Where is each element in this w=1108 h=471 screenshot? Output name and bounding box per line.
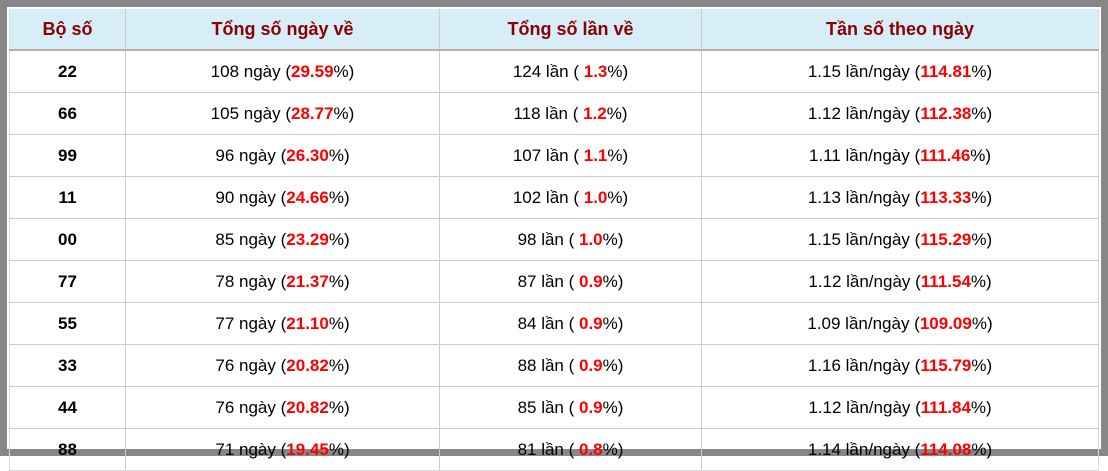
pair-cell: 11 (9, 176, 126, 219)
pair-cell: 44 (9, 386, 126, 429)
table-row: 22 108 ngày (29.59%) 124 lần ( 1.3%) 1.15 l… (9, 49, 1099, 93)
freq-cell: 1.12 lần/ngày (111.54%) (701, 260, 1099, 303)
days-percent: 21.10 (286, 313, 329, 333)
times-percent: 0.9 (579, 355, 603, 375)
freq-cell: 1.12 lần/ngày (112.38%) (701, 92, 1099, 135)
days-cell: 78 ngày (21.37%) (125, 260, 440, 303)
pair-cell: 55 (9, 302, 126, 345)
times-cell: 84 lần ( 0.9%) (439, 302, 702, 345)
table-row: 99 96 ngày (26.30%) 107 lần ( 1.1%) 1.11 lầ… (9, 134, 1099, 177)
days-cell: 96 ngày (26.30%) (125, 134, 440, 177)
times-cell: 98 lần ( 1.0%) (439, 218, 702, 261)
days-cell: 77 ngày (21.10%) (125, 302, 440, 345)
freq-percent: 109.09 (919, 313, 972, 333)
freq-percent: 113.33 (920, 187, 972, 207)
times-percent: 1.0 (579, 229, 603, 249)
days-cell: 90 ngày (24.66%) (125, 176, 440, 219)
times-cell: 124 lần ( 1.3%) (439, 49, 702, 93)
days-cell: 105 ngày (28.77%) (125, 92, 440, 135)
freq-percent: 111.46 (920, 145, 971, 165)
times-percent: 0.9 (579, 271, 603, 291)
freq-cell: 1.14 lần/ngày (114.08%) (701, 428, 1099, 471)
freq-percent: 115.79 (920, 355, 972, 375)
days-percent: 20.82 (286, 397, 329, 417)
times-percent: 0.9 (579, 313, 603, 333)
pair-cell: 99 (9, 134, 126, 177)
freq-percent: 115.29 (920, 229, 972, 249)
times-cell: 81 lần ( 0.8%) (439, 428, 702, 471)
times-percent: 0.8 (579, 439, 603, 459)
freq-cell: 1.15 lần/ngày (114.81%) (701, 49, 1099, 93)
days-cell: 71 ngày (19.45%) (125, 428, 440, 471)
times-percent: 1.3 (583, 61, 608, 81)
days-percent: 20.82 (286, 355, 329, 375)
days-cell: 85 ngày (23.29%) (125, 218, 440, 261)
table-row: 88 71 ngày (19.45%) 81 lần ( 0.8%) 1.14 lần… (9, 428, 1099, 471)
freq-percent: 111.84 (920, 397, 971, 417)
days-percent: 21.37 (286, 271, 329, 291)
table-row: 00 85 ngày (23.29%) 98 lần ( 1.0%) 1.15 lần… (9, 218, 1099, 261)
days-percent: 28.77 (291, 103, 334, 123)
days-cell: 108 ngày (29.59%) (125, 49, 440, 93)
days-cell: 76 ngày (20.82%) (125, 344, 440, 387)
days-percent: 19.45 (286, 439, 329, 459)
pair-cell: 77 (9, 260, 126, 303)
times-percent: 1.2 (583, 103, 607, 123)
freq-cell: 1.16 lần/ngày (115.79%) (701, 344, 1099, 387)
table-row: 55 77 ngày (21.10%) 84 lần ( 0.9%) 1.09 lần… (9, 302, 1099, 345)
pair-cell: 00 (9, 218, 126, 261)
table-row: 11 90 ngày (24.66%) 102 lần ( 1.0%) 1.13 lầ… (9, 176, 1099, 219)
times-percent: 0.9 (579, 397, 603, 417)
table-row: 33 76 ngày (20.82%) 88 lần ( 0.9%) 1.16 lần… (9, 344, 1099, 387)
stats-table-body: 22 108 ngày (29.59%) 124 lần ( 1.3%) 1.15 l… (9, 49, 1099, 471)
table-row: 66 105 ngày (28.77%) 118 lần ( 1.2%) 1.12 l… (9, 92, 1099, 135)
freq-percent: 112.38 (920, 103, 972, 123)
days-percent: 24.66 (286, 187, 329, 207)
times-cell: 118 lần ( 1.2%) (439, 92, 702, 135)
pair-cell: 22 (9, 49, 126, 93)
header-pair: Bộ số (9, 9, 126, 51)
lottery-stats-table: Bộ số Tổng số ngày về Tổng số lần về Tần… (9, 9, 1099, 471)
table-row: 44 76 ngày (20.82%) 85 lần ( 0.9%) 1.12 lần… (9, 386, 1099, 429)
times-cell: 88 lần ( 0.9%) (439, 344, 702, 387)
freq-cell: 1.13 lần/ngày (113.33%) (701, 176, 1099, 219)
header-total-times: Tổng số lần về (439, 9, 702, 51)
table-header-row: Bộ số Tổng số ngày về Tổng số lần về Tần… (9, 9, 1099, 51)
times-cell: 102 lần ( 1.0%) (439, 176, 702, 219)
header-total-days: Tổng số ngày về (125, 9, 440, 51)
times-cell: 107 lần ( 1.1%) (439, 134, 702, 177)
times-percent: 1.1 (583, 145, 608, 165)
days-percent: 26.30 (286, 145, 329, 165)
times-cell: 85 lần ( 0.9%) (439, 386, 702, 429)
freq-cell: 1.09 lần/ngày (109.09%) (701, 302, 1099, 345)
days-cell: 76 ngày (20.82%) (125, 386, 440, 429)
pair-cell: 66 (9, 92, 126, 135)
pair-cell: 33 (9, 344, 126, 387)
freq-cell: 1.11 lần/ngày (111.46%) (701, 134, 1099, 177)
pair-cell: 88 (9, 428, 126, 471)
freq-percent: 114.81 (920, 61, 972, 81)
freq-cell: 1.12 lần/ngày (111.84%) (701, 386, 1099, 429)
freq-cell: 1.15 lần/ngày (115.29%) (701, 218, 1099, 261)
header-frequency: Tần số theo ngày (701, 9, 1099, 51)
days-percent: 29.59 (291, 61, 334, 81)
days-percent: 23.29 (286, 229, 329, 249)
times-cell: 87 lần ( 0.9%) (439, 260, 702, 303)
freq-percent: 111.54 (920, 271, 971, 291)
table-row: 77 78 ngày (21.37%) 87 lần ( 0.9%) 1.12 lần… (9, 260, 1099, 303)
freq-percent: 114.08 (920, 439, 972, 459)
times-percent: 1.0 (583, 187, 608, 207)
